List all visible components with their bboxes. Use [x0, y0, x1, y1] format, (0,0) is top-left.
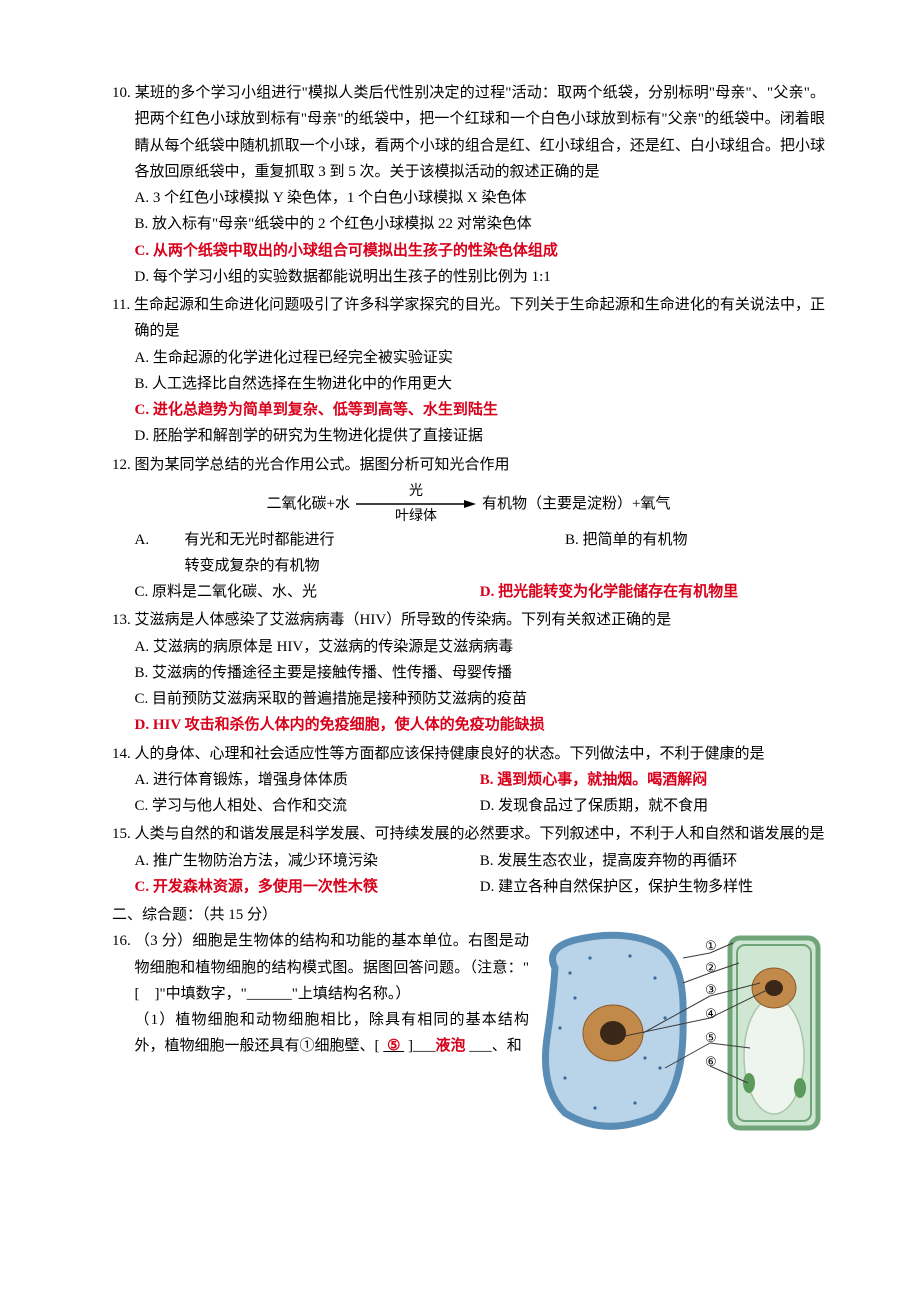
q14-option-a: A. 进行体育锻炼，增强身体体质	[135, 767, 480, 793]
label-2: ②	[705, 960, 717, 975]
q12-a-text: 有光和无光时都能进行	[185, 527, 566, 553]
q10-option-a: A. 3 个红色小球模拟 Y 染色体，1 个白色小球模拟 X 染色体	[112, 185, 825, 211]
q15-option-d: D. 建立各种自然保护区，保护生物多样性	[480, 874, 825, 900]
q13-num: 13.	[112, 612, 131, 628]
q13-option-b: B. 艾滋病的传播途径主要是接触传播、性传播、母婴传播	[112, 660, 825, 686]
eq-condition-top: 光	[409, 484, 423, 499]
q13-stem: 13. 艾滋病是人体感染了艾滋病病毒（HIV）所导致的传染病。下列有关叙述正确的…	[112, 607, 825, 633]
q15-stem: 15. 人类与自然的和谐发展是科学发展、可持续发展的必然要求。下列叙述中，不利于…	[112, 821, 825, 847]
question-12: 12. 图为某同学总结的光合作用公式。据图分析可知光合作用 二氧化碳+水 光 叶…	[112, 452, 825, 606]
q12-label-a: A.	[135, 527, 185, 553]
cell-diagram: ① ② ③ ④ ⑤ ⑥	[535, 928, 825, 1138]
q15-num: 15.	[112, 826, 131, 842]
q11-option-d: D. 胚胎学和解剖学的研究为生物进化提供了直接证据	[112, 423, 825, 449]
cell-svg: ① ② ③ ④ ⑤ ⑥	[535, 928, 825, 1138]
blank-answer: 液泡	[435, 1038, 465, 1054]
label-5: ⑤	[705, 1030, 717, 1045]
question-14: 14. 人的身体、心理和社会适应性等方面都应该保持健康良好的状态。下列做法中，不…	[112, 741, 825, 820]
question-16: 16. （3 分）细胞是生物体的结构和功能的基本单位。右图是动物细胞和植物细胞的…	[112, 928, 825, 1138]
reaction-arrow: 光 叶绿体	[356, 484, 476, 525]
q15-option-b: B. 发展生态农业，提高废弃物的再循环	[480, 848, 825, 874]
diagram-labels: ① ② ③ ④ ⑤ ⑥	[705, 938, 717, 1069]
q12-a-continue: 转变成复杂的有机物	[135, 553, 826, 579]
question-15: 15. 人类与自然的和谐发展是科学发展、可持续发展的必然要求。下列叙述中，不利于…	[112, 821, 825, 900]
label-3: ③	[705, 982, 717, 997]
eq-condition-bottom: 叶绿体	[395, 509, 437, 524]
chloroplast-2	[794, 1078, 806, 1098]
q13-option-d: D. HIV 攻击和杀伤人体内的免疫细胞，使人体的免疫功能缺损	[112, 712, 825, 738]
q15-option-a: A. 推广生物防治方法，减少环境污染	[135, 848, 480, 874]
q16-sub1: （1）植物细胞和动物细胞相比，除具有相同的基本结构外，植物细胞一般还具有①细胞壁…	[112, 1007, 529, 1060]
animal-nucleolus	[600, 1021, 626, 1045]
q11-num: 11.	[112, 297, 130, 313]
q12-options: A. 有光和无光时都能进行 B. 把简单的有机物 转变成复杂的有机物 C. 原料…	[112, 527, 825, 606]
plant-vacuole	[744, 998, 804, 1114]
q10-num: 10.	[112, 85, 131, 101]
q11-option-c: C. 进化总趋势为简单到复杂、低等到高等、水生到陆生	[112, 397, 825, 423]
q10-stem: 10. 某班的多个学习小组进行"模拟人类后代性别决定的过程"活动：取两个纸袋，分…	[112, 80, 825, 185]
q15-option-c: C. 开发森林资源，多使用一次性木筷	[135, 874, 480, 900]
q13-option-a: A. 艾滋病的病原体是 HIV，艾滋病的传染源是艾滋病病毒	[112, 634, 825, 660]
arrow-icon	[356, 499, 476, 509]
q11-stem: 11. 生命起源和生命进化问题吸引了许多科学家探究的目光。下列关于生命起源和生命…	[112, 292, 825, 345]
eq-left: 二氧化碳+水	[267, 491, 350, 517]
q12-option-c: C. 原料是二氧化碳、水、光	[135, 579, 480, 605]
q12-option-b: B. 把简单的有机物	[565, 527, 825, 553]
q12-num: 12.	[112, 457, 131, 473]
q14-option-b: B. 遇到烦心事，就抽烟。喝酒解闷	[480, 767, 825, 793]
label-1: ①	[705, 938, 717, 953]
q14-stem: 14. 人的身体、心理和社会适应性等方面都应该保持健康良好的状态。下列做法中，不…	[112, 741, 825, 767]
q13-option-c: C. 目前预防艾滋病采取的普遍措施是接种预防艾滋病的疫苗	[112, 686, 825, 712]
q10-option-d: D. 每个学习小组的实验数据都能说明出生孩子的性别比例为 1:1	[112, 264, 825, 290]
eq-right: 有机物（主要是淀粉）+氧气	[482, 491, 670, 517]
photosynthesis-equation: 二氧化碳+水 光 叶绿体 有机物（主要是淀粉）+氧气	[112, 484, 825, 525]
section-2-title: 二、综合题：（共 15 分）	[112, 902, 825, 928]
q16-stem: 16. （3 分）细胞是生物体的结构和功能的基本单位。右图是动物细胞和植物细胞的…	[112, 928, 529, 1007]
q14-num: 14.	[112, 746, 131, 762]
q14-option-d: D. 发现食品过了保质期，就不食用	[480, 793, 825, 819]
question-10: 10. 某班的多个学习小组进行"模拟人类后代性别决定的过程"活动：取两个纸袋，分…	[112, 80, 825, 290]
question-13: 13. 艾滋病是人体感染了艾滋病病毒（HIV）所导致的传染病。下列有关叙述正确的…	[112, 607, 825, 738]
chloroplast-1	[743, 1073, 755, 1093]
question-11: 11. 生命起源和生命进化问题吸引了许多科学家探究的目光。下列关于生命起源和生命…	[112, 292, 825, 450]
q12-stem: 12. 图为某同学总结的光合作用公式。据图分析可知光合作用	[112, 452, 825, 478]
label-6: ⑥	[705, 1054, 717, 1069]
q12-option-d: D. 把光能转变为化学能储存在有机物里	[480, 579, 825, 605]
blank-bracket: ⑤	[383, 1038, 404, 1054]
q10-option-b: B. 放入标有"母亲"纸袋中的 2 个红色小球模拟 22 对常染色体	[112, 211, 825, 237]
q11-option-b: B. 人工选择比自然选择在生物进化中的作用更大	[112, 371, 825, 397]
plant-nucleolus	[765, 980, 783, 996]
q10-option-c: C. 从两个纸袋中取出的小球组合可模拟出生孩子的性染色体组成	[112, 238, 825, 264]
label-4: ④	[705, 1006, 717, 1021]
q11-option-a: A. 生命起源的化学进化过程已经完全被实验证实	[112, 345, 825, 371]
q14-option-c: C. 学习与他人相处、合作和交流	[135, 793, 480, 819]
q16-num: 16.	[112, 933, 131, 949]
